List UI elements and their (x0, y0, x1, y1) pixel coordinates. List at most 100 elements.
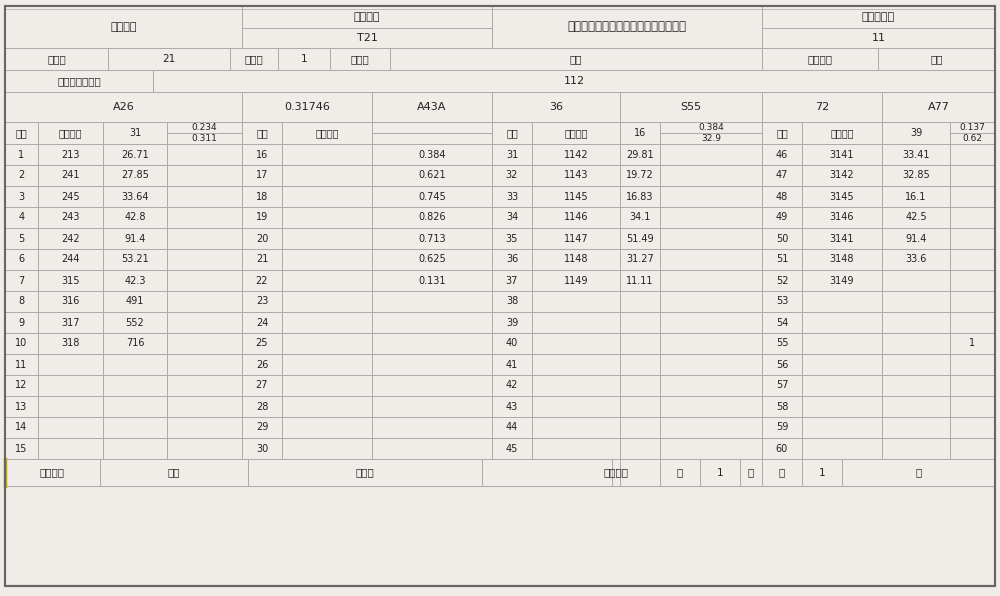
Bar (762, 144, 802, 165)
Bar (950, 375, 995, 396)
Bar (167, 165, 242, 186)
Bar (612, 459, 620, 486)
Bar (762, 312, 802, 333)
Text: 4: 4 (18, 213, 25, 222)
Bar (103, 186, 167, 207)
Bar (762, 48, 878, 70)
Text: 0.62: 0.62 (962, 134, 982, 143)
Bar (492, 291, 532, 312)
Text: 图号：: 图号： (245, 54, 263, 64)
Bar (532, 312, 620, 333)
Bar (700, 459, 740, 486)
Bar (492, 122, 532, 144)
Text: 36: 36 (549, 102, 563, 112)
Bar (5, 291, 38, 312)
Bar (762, 270, 802, 291)
Bar (372, 92, 492, 122)
Text: 59: 59 (776, 423, 788, 433)
Bar (762, 122, 802, 144)
Text: 0.745: 0.745 (418, 191, 446, 201)
Bar (762, 228, 802, 249)
Text: 42.3: 42.3 (124, 275, 146, 285)
Bar (532, 270, 620, 291)
Text: 23: 23 (256, 296, 268, 306)
Text: 15: 15 (15, 443, 28, 454)
Bar (802, 186, 882, 207)
Bar (950, 291, 995, 312)
Text: 44: 44 (506, 423, 518, 433)
Text: 7: 7 (18, 275, 25, 285)
Bar (762, 417, 802, 438)
Bar (372, 186, 492, 207)
Bar (242, 270, 282, 291)
Text: 27: 27 (256, 380, 268, 390)
Bar (532, 165, 620, 186)
Text: 31.27: 31.27 (626, 254, 654, 265)
Bar (230, 48, 278, 70)
Text: 58: 58 (776, 402, 788, 411)
Bar (492, 354, 532, 375)
Bar (950, 312, 995, 333)
Bar (620, 375, 660, 396)
Bar (167, 144, 242, 165)
Text: 1: 1 (18, 150, 25, 160)
Bar (282, 291, 372, 312)
Bar (660, 186, 762, 207)
Text: 22: 22 (256, 275, 268, 285)
Text: 1145: 1145 (564, 191, 588, 201)
Bar (950, 396, 995, 417)
Text: 34: 34 (506, 213, 518, 222)
Text: 11.11: 11.11 (626, 275, 654, 285)
Bar (5, 375, 38, 396)
Text: 1: 1 (717, 467, 723, 477)
Text: 型号：: 型号： (47, 54, 66, 64)
Text: 3146: 3146 (830, 213, 854, 222)
Bar (762, 459, 802, 486)
Bar (282, 207, 372, 228)
Bar (103, 438, 167, 459)
Bar (167, 249, 242, 270)
Text: 3141: 3141 (830, 150, 854, 160)
Bar (802, 354, 882, 375)
Bar (660, 165, 762, 186)
Bar (5, 249, 38, 270)
Bar (660, 249, 762, 270)
Text: 26: 26 (256, 359, 268, 370)
Bar (620, 92, 762, 122)
Text: 42: 42 (506, 380, 518, 390)
Bar (5, 228, 38, 249)
Bar (167, 438, 242, 459)
Bar (802, 459, 842, 486)
Bar (802, 249, 882, 270)
Bar (882, 228, 950, 249)
Bar (372, 270, 492, 291)
Bar (620, 144, 660, 165)
Text: 31: 31 (506, 150, 518, 160)
Text: 16: 16 (634, 128, 646, 138)
Bar (38, 438, 103, 459)
Bar (372, 417, 492, 438)
Text: 萨芬: 萨芬 (168, 467, 180, 477)
Bar (882, 165, 950, 186)
Bar (882, 122, 950, 144)
Bar (282, 228, 372, 249)
Bar (5, 92, 242, 122)
Text: 任务编号: 任务编号 (354, 12, 380, 22)
Text: 0.384: 0.384 (698, 123, 724, 132)
Text: 28: 28 (256, 402, 268, 411)
Bar (103, 312, 167, 333)
Bar (882, 375, 950, 396)
Text: 42.5: 42.5 (905, 213, 927, 222)
Bar (532, 438, 620, 459)
Bar (242, 249, 282, 270)
Bar (492, 375, 532, 396)
Bar (950, 165, 995, 186)
Bar (282, 186, 372, 207)
Bar (103, 207, 167, 228)
Text: 33.64: 33.64 (121, 191, 149, 201)
Text: 35: 35 (506, 234, 518, 244)
Bar (660, 312, 762, 333)
Bar (282, 354, 372, 375)
Text: 军代表：: 军代表： (604, 467, 629, 477)
Bar (492, 270, 532, 291)
